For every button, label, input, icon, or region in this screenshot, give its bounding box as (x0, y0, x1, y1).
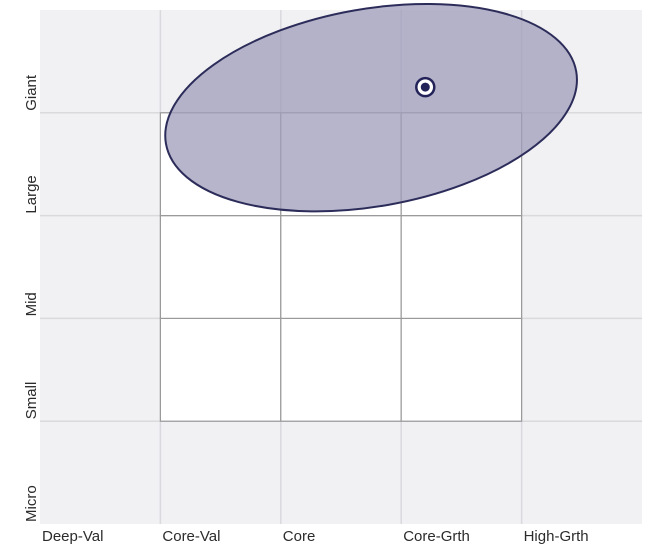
x-tick-label: Deep-Val (42, 528, 103, 545)
style-box-cell-small-core (280, 317, 402, 422)
style-box-cell-small-core-grth (400, 317, 523, 422)
y-tick-label: Micro (23, 485, 40, 522)
x-tick-label: High-Grth (524, 528, 589, 545)
style-box-cell-small-core-val (159, 317, 282, 422)
x-tick-label: Core-Grth (403, 528, 470, 545)
y-tick-label: Large (23, 175, 40, 213)
y-tick-label: Small (23, 382, 40, 420)
centroid-dot (420, 82, 430, 92)
y-tick-label: Mid (23, 292, 40, 316)
x-axis-labels: Deep-Val Core-Val Core Core-Grth High-Grth (42, 528, 589, 545)
y-tick-label: Giant (23, 74, 40, 111)
y-axis-labels: Micro Small Mid Large Giant (23, 74, 40, 522)
centroid-marker (415, 76, 436, 98)
x-tick-label: Core (283, 528, 316, 545)
style-box-cell-mid-core (280, 215, 402, 320)
style-box-cell-mid-core-val (159, 215, 282, 320)
ownership-zone (164, 2, 578, 213)
style-box-cell-mid-core-grth (400, 215, 523, 320)
x-tick-label: Core-Val (162, 528, 220, 545)
